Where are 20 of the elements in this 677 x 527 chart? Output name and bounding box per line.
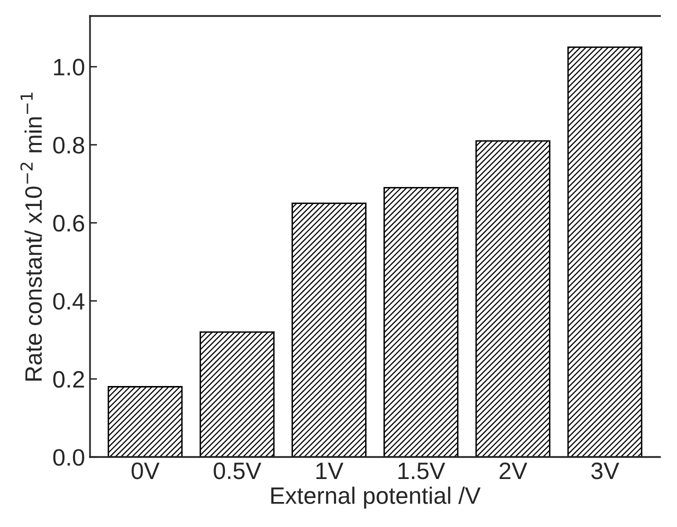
x-tick-label: 0V (132, 462, 160, 480)
bar (475, 140, 550, 457)
x-tick-label: 0.5V (214, 462, 262, 480)
x-tick-label: 2V (500, 462, 528, 479)
bar (108, 386, 183, 457)
y-tick-label: 0.4 (53, 292, 84, 310)
x-tick-label: 1V (316, 462, 344, 479)
y-tick-label: 1.0 (54, 58, 84, 76)
x-tick-label: 3V (591, 462, 620, 480)
y-tick-label: 0.0 (53, 449, 84, 466)
bar (292, 202, 366, 457)
y-tick-label: 0.2 (53, 371, 84, 388)
bar (567, 46, 642, 457)
bar (200, 331, 275, 457)
y-tick-label: 0.6 (53, 214, 84, 232)
x-tick-label: 1.5V (398, 462, 446, 480)
x-axis-title: External potential /V (271, 486, 481, 509)
y-tick-label: 0.8 (53, 136, 84, 154)
y-axis-title: Rate constant/ x10$^{−2}$ min$^{−1}$ (20, 92, 42, 381)
bar (384, 187, 458, 457)
